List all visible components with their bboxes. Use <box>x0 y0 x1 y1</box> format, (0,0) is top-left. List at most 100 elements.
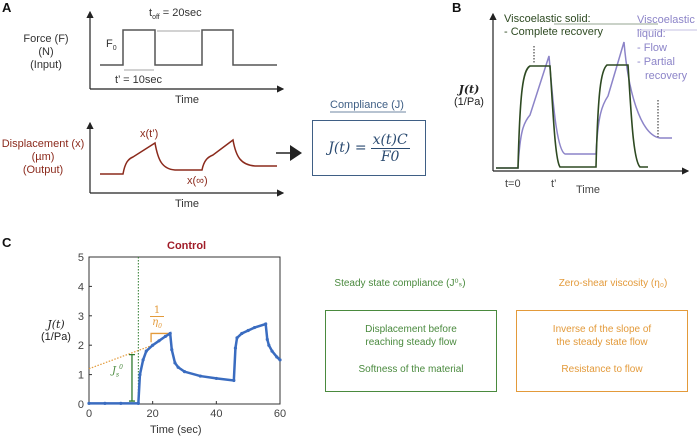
steady-state-compliance-box: Displacement before reaching steady flow… <box>325 310 497 392</box>
tprime-label: t’ = 10sec <box>115 74 162 86</box>
c-ylabel: J(t) (1/Pa) <box>41 318 71 343</box>
b-axes <box>489 12 690 175</box>
eta-symbol: η <box>152 317 159 328</box>
toff-label: toff = 20sec <box>149 7 202 21</box>
displacement-axes <box>86 121 285 197</box>
data-point <box>173 361 177 365</box>
b-xlabel: Time <box>576 184 601 196</box>
data-point <box>270 349 274 353</box>
data-point <box>87 401 91 406</box>
data-point <box>264 322 268 326</box>
slope-triangle <box>150 332 171 343</box>
plot-frame <box>88 256 281 405</box>
eta-numerator: 1 <box>150 305 164 317</box>
x-inf-label: x(∞) <box>187 175 208 187</box>
toff-t: t <box>149 7 153 19</box>
y-tick-label: 4 <box>78 281 84 293</box>
equation-numerator: x(t)C <box>370 131 410 149</box>
data-point <box>168 331 172 336</box>
js0-bar <box>128 353 135 402</box>
c-xlabel: Time (sec) <box>150 424 202 436</box>
data-point <box>163 334 167 338</box>
tprime-label-b: t’ <box>551 178 557 190</box>
y-tick-label: 3 <box>78 311 84 323</box>
left-heading: Steady state compliance (J⁰ₛ) <box>334 278 466 289</box>
b-ylabel-text: J(t) <box>458 83 480 96</box>
data-point <box>278 358 282 362</box>
eta-sub: 0 <box>158 323 162 330</box>
equation-lhs: J(t) = <box>328 140 367 156</box>
x-tick-label: 40 <box>210 408 222 420</box>
f0-label: F0 <box>106 38 117 52</box>
data-point <box>176 365 180 369</box>
js0-sub: s <box>116 371 120 379</box>
disp-ylabel-line: Displacement (x) <box>1 138 85 150</box>
force-xlabel: Time <box>175 94 200 106</box>
js0-label: Js0 <box>112 364 123 378</box>
liquid-title: liquid: <box>637 28 666 40</box>
solid-annotation: Viscoelastic solid: - Complete recovery <box>504 13 603 39</box>
y-tick-label: 5 <box>78 252 84 264</box>
f0-sub: 0 <box>112 45 117 53</box>
solid-curve <box>496 64 648 169</box>
data-point <box>265 337 269 341</box>
data-point <box>267 343 271 347</box>
data-point <box>138 373 142 377</box>
y-tick-label: 1 <box>78 370 84 382</box>
t0-label: t=0 <box>505 178 521 190</box>
data-point <box>136 401 140 406</box>
data-point <box>240 331 244 336</box>
y-tick-label: 0 <box>78 399 84 411</box>
data-point <box>103 401 107 406</box>
panel-label-c: C <box>2 235 12 250</box>
force-square-wave <box>100 29 277 66</box>
compliance-equation: J(t) = x(t)C F0 <box>312 120 426 176</box>
data-point <box>141 358 145 362</box>
liquid-title: Viscoelastic <box>637 14 695 26</box>
liquid-curve <box>496 41 672 169</box>
data-point <box>214 376 218 381</box>
liquid-item: recovery <box>645 70 688 82</box>
js0-text: J <box>112 365 117 377</box>
x-tick-label: 60 <box>274 408 286 420</box>
arrow-head-icon <box>290 145 302 161</box>
js0-sup: 0 <box>119 364 123 371</box>
data-point <box>182 370 187 374</box>
force-ylabel-line: Force (F) <box>23 33 69 45</box>
solid-title: Viscoelastic solid: <box>504 13 591 25</box>
equation-denominator: F0 <box>380 148 400 165</box>
liquid-item: - Partial <box>637 56 675 68</box>
liquid-annotation: Viscoelastic liquid: - Flow - Partial re… <box>637 13 695 83</box>
control-chart: 0 20 40 60 0 1 2 3 4 5 <box>78 252 286 420</box>
box-line: Displacement before <box>365 324 457 335</box>
liquid-item: - Flow <box>637 42 667 54</box>
panel-label-b: B <box>452 0 462 15</box>
data-point <box>246 328 250 333</box>
data-point <box>275 355 279 359</box>
data-point <box>232 378 236 383</box>
tangent-line <box>88 344 153 370</box>
force-ylabel-line: (Input) <box>30 59 62 71</box>
x-tick-label: 20 <box>147 408 159 420</box>
solid-item: - Complete recovery <box>504 26 604 38</box>
data-point <box>252 325 257 330</box>
panel-label-a: A <box>2 0 12 15</box>
b-yunit: (1/Pa) <box>454 96 484 108</box>
data-point <box>144 349 148 353</box>
right-heading: Zero-shear viscosity (η₀) <box>558 278 668 289</box>
equation-fraction: x(t)C F0 <box>370 131 410 165</box>
b-ylabel: J(t) (1/Pa) <box>452 83 486 109</box>
box-line: reaching steady flow <box>365 337 457 348</box>
chart-title: Control <box>167 240 207 252</box>
displacement-xlabel: Time <box>175 198 200 210</box>
displacement-ylabel: Displacement (x) (µm) (Output) <box>0 138 86 177</box>
data-point <box>151 343 155 347</box>
data-point <box>198 374 203 378</box>
force-ylabel-line: (N) <box>38 46 54 58</box>
y-tick-label: 2 <box>78 340 84 352</box>
f0-text: F <box>106 38 113 50</box>
box-line: the steady state flow <box>556 337 648 348</box>
force-axes <box>86 10 285 93</box>
